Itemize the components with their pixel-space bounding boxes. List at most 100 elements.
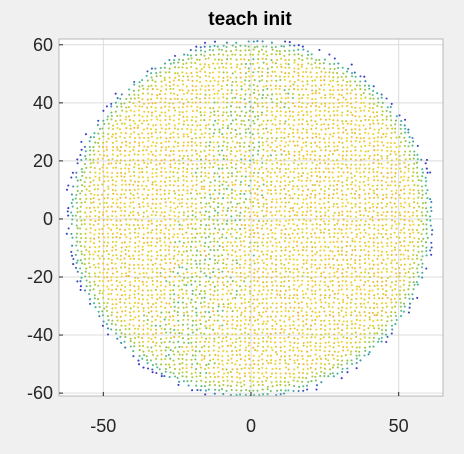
scatter-point-4723 (368, 171, 371, 174)
scatter-point-4749 (372, 324, 375, 327)
scatter-point-1610 (190, 179, 193, 183)
scatter-point-478 (120, 250, 123, 253)
scatter-point-1017 (155, 163, 158, 166)
scatter-point-4394 (345, 139, 348, 143)
scatter-point-2943 (265, 379, 268, 382)
scatter-point-4100 (328, 153, 331, 156)
scatter-point-3589 (301, 380, 304, 383)
scatter-point-2751 (253, 146, 256, 149)
scatter-point-3601 (301, 329, 304, 332)
scatter-point-37 (75, 224, 78, 227)
scatter-point-2971 (265, 258, 268, 261)
scatter-point-321 (106, 219, 109, 222)
scatter-point-2572 (243, 215, 246, 218)
scatter-point-3077 (269, 146, 272, 149)
scatter-point-3584 (297, 53, 300, 56)
scatter-point-3744 (307, 53, 310, 56)
scatter-point-3868 (314, 189, 317, 192)
scatter-point-3717 (306, 172, 309, 175)
scatter-point-279 (103, 180, 106, 183)
scatter-point-2379 (234, 346, 237, 349)
scatter-point-1931 (209, 181, 212, 184)
scatter-point-1869 (203, 97, 207, 100)
scatter-point-1693 (195, 163, 198, 166)
scatter-point-4353 (346, 320, 349, 323)
scatter-point-4643 (362, 235, 366, 239)
scatter-point-285 (102, 154, 105, 157)
scatter-point-2014 (213, 172, 216, 175)
scatter-point-4941 (386, 253, 389, 256)
scatter-point-4695 (367, 293, 371, 296)
scatter-point-2457 (238, 363, 241, 366)
scatter-point-1755 (198, 240, 201, 243)
scatter-point-1416 (181, 353, 184, 356)
scatter-point-1547 (186, 119, 189, 122)
scatter-point-4541 (354, 106, 357, 109)
scatter-point-430 (116, 205, 119, 208)
scatter-point-1075 (159, 223, 162, 226)
scatter-point-1898 (208, 324, 211, 327)
scatter-point-3016 (265, 63, 268, 66)
scatter-point-2539 (243, 359, 247, 362)
scatter-point-3388 (289, 207, 292, 210)
scatter-point-824 (141, 98, 144, 101)
scatter-point-4957 (386, 184, 390, 187)
scatter-point-4553 (358, 346, 361, 349)
scatter-point-2541 (244, 349, 247, 352)
scatter-point-3391 (288, 194, 291, 197)
scatter-point-1776 (199, 150, 202, 153)
scatter-point-3241 (280, 139, 283, 143)
scatter-point-1033 (156, 94, 159, 97)
scatter-point-4701 (368, 267, 371, 270)
scatter-point-1014 (155, 175, 158, 178)
scatter-point-3837 (314, 322, 317, 325)
scatter-point-651 (134, 276, 137, 279)
scatter-point-2922 (260, 113, 263, 117)
scatter-point-594 (128, 255, 131, 258)
scatter-point-4457 (349, 167, 352, 170)
scatter-point-4621 (363, 333, 366, 336)
scatter-point-1174 (164, 105, 167, 108)
scatter-point-3074 (269, 159, 272, 162)
scatter-point-2571 (243, 219, 246, 222)
scatter-point-3872 (314, 170, 317, 174)
scatter-point-2131 (221, 368, 224, 371)
scatter-point-472 (120, 275, 123, 278)
scatter-point-236 (97, 157, 100, 161)
scatter-point-2789 (257, 337, 260, 340)
scatter-point-3572 (297, 105, 300, 108)
scatter-point-1954 (209, 80, 212, 83)
scatter-point-3540 (296, 244, 299, 248)
scatter-point-3409 (289, 115, 292, 118)
scatter-point-3110 (274, 359, 277, 362)
scatter-point-1305 (172, 175, 175, 178)
scatter-point-1153 (164, 197, 167, 201)
scatter-point-1564 (190, 379, 193, 383)
scatter-point-4615 (359, 75, 362, 78)
scatter-point-2075 (217, 259, 220, 262)
scatter-point-587 (129, 284, 132, 287)
scatter-point-1595 (189, 245, 192, 248)
scatter-point-4625 (364, 314, 367, 317)
scatter-point-771 (142, 328, 145, 331)
scatter-point-134 (89, 240, 92, 243)
scatter-point-1260 (172, 372, 175, 375)
scatter-point-1733 (200, 336, 203, 339)
scatter-point-2358 (230, 84, 233, 87)
scatter-point-1490 (185, 367, 188, 370)
scatter-point-3673 (306, 363, 309, 366)
scatter-point-4025 (323, 159, 326, 162)
scatter-point-3743 (306, 57, 309, 60)
scatter-point-694 (132, 89, 135, 92)
scatter-point-2319 (230, 254, 233, 257)
scatter-point-3152 (276, 175, 279, 178)
scatter-point-1331 (172, 61, 175, 64)
plot-axes[interactable] (58, 38, 444, 397)
scatter-point-2648 (248, 235, 251, 239)
scatter-point-924 (150, 259, 153, 262)
scatter-point-4708 (369, 237, 372, 240)
scatter-point-114 (83, 162, 87, 166)
scatter-point-3033 (269, 337, 273, 340)
scatter-point-1023 (156, 137, 159, 140)
scatter-point-1750 (198, 262, 201, 265)
